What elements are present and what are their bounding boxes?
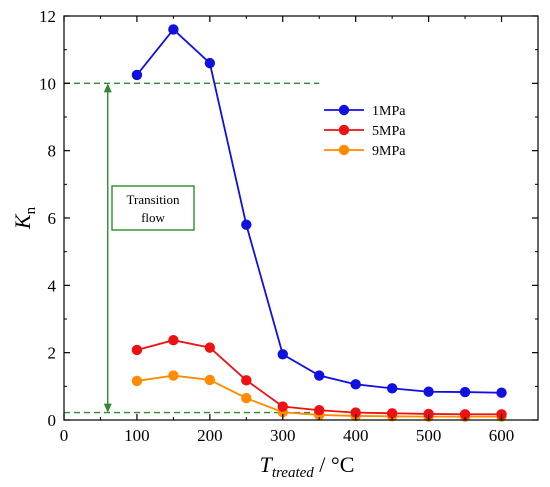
series-layer xyxy=(131,24,507,422)
x-axis-title-subscript: treated xyxy=(272,465,314,481)
transition-flow-label-line1: Transition xyxy=(127,192,180,207)
legend: 1MPa 5MPa 9MPa xyxy=(324,104,406,159)
data-point-1MPa xyxy=(277,349,288,360)
x-tick-label: 600 xyxy=(489,426,515,445)
data-point-1MPa xyxy=(496,387,507,398)
y-tick-label: 4 xyxy=(48,276,57,295)
legend-marker-1MPa xyxy=(338,104,350,116)
y-tick-label: 8 xyxy=(48,142,57,161)
data-point-1MPa xyxy=(314,370,325,381)
legend-label-1MPa: 1MPa xyxy=(372,104,406,119)
y-tick-label: 12 xyxy=(39,7,56,26)
x-tick-label: 300 xyxy=(270,426,296,445)
x-tick-label: 400 xyxy=(343,426,369,445)
x-tick-label: 100 xyxy=(124,426,150,445)
data-point-9MPa xyxy=(241,392,252,404)
y-tick-label: 0 xyxy=(48,411,57,430)
data-point-9MPa xyxy=(131,375,143,387)
data-point-9MPa xyxy=(204,374,216,386)
data-point-5MPa xyxy=(277,401,288,412)
legend-label-5MPa: 5MPa xyxy=(372,124,406,139)
data-point-5MPa xyxy=(350,407,361,418)
legend-label-9MPa: 9MPa xyxy=(372,144,406,159)
y-axis-title-main: K xyxy=(10,213,35,230)
data-point-5MPa xyxy=(386,408,398,419)
data-point-1MPa xyxy=(241,219,252,230)
arrow-head-down xyxy=(103,403,112,413)
transition-flow-label-line2: flow xyxy=(141,210,165,225)
data-point-5MPa xyxy=(241,375,252,386)
x-tick-label: 0 xyxy=(60,426,69,445)
data-point-5MPa xyxy=(131,344,143,356)
y-tick-label: 2 xyxy=(48,344,57,363)
y-axis-title-subscript: n xyxy=(23,206,39,214)
y-tick-label: 10 xyxy=(39,74,56,93)
data-point-5MPa xyxy=(459,409,471,420)
legend-marker-9MPa xyxy=(338,144,350,156)
data-point-5MPa xyxy=(423,408,434,420)
data-point-1MPa xyxy=(204,57,216,69)
y-tick-label: 6 xyxy=(48,209,57,228)
data-point-5MPa xyxy=(204,342,216,353)
data-point-5MPa xyxy=(168,335,179,346)
data-point-1MPa xyxy=(459,386,471,398)
data-point-1MPa xyxy=(386,383,398,394)
data-point-1MPa xyxy=(168,24,179,35)
x-axis-title-main: T xyxy=(260,452,274,477)
x-tick-label: 500 xyxy=(416,426,442,445)
transition-flow-box xyxy=(111,185,195,231)
data-point-5MPa xyxy=(314,405,325,416)
legend-marker-5MPa xyxy=(338,124,350,136)
data-point-1MPa xyxy=(423,386,434,397)
arrow-head-up xyxy=(103,83,112,93)
data-point-1MPa xyxy=(350,379,361,390)
x-axis-title-unit: / °C xyxy=(314,452,355,477)
data-point-9MPa xyxy=(168,370,179,381)
y-axis-title: Kn xyxy=(10,206,39,230)
x-axis-title: Ttreated / °C xyxy=(260,452,355,481)
annotation-layer: Transition flow xyxy=(64,82,320,414)
tick-layer: 0 100 200 300 400 500 600 0 2 4 6 8 10 12 xyxy=(39,7,538,445)
data-point-1MPa xyxy=(131,69,143,81)
x-tick-label: 200 xyxy=(197,426,223,445)
